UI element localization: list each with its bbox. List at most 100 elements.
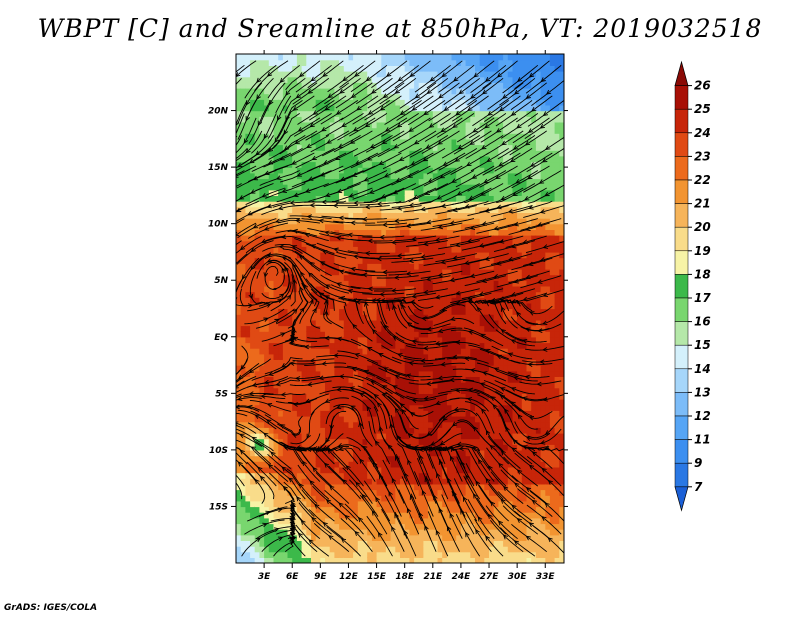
streamline bbox=[362, 344, 402, 364]
streamline bbox=[255, 523, 295, 540]
streamline-arrow bbox=[221, 422, 225, 426]
streamline bbox=[262, 246, 303, 254]
streamline bbox=[474, 518, 504, 557]
streamline-arrow bbox=[304, 232, 310, 238]
streamline bbox=[304, 251, 344, 272]
streamline-arrow bbox=[539, 123, 545, 129]
streamline bbox=[250, 200, 291, 215]
streamline-arrow bbox=[466, 397, 473, 402]
streamline-arrow bbox=[440, 127, 446, 133]
streamline-arrow bbox=[248, 293, 253, 300]
streamline-arrow bbox=[500, 328, 506, 334]
streamline-arrow bbox=[392, 336, 398, 341]
streamline bbox=[365, 130, 405, 153]
streamline-arrow bbox=[274, 527, 280, 532]
streamline bbox=[465, 135, 504, 159]
streamline bbox=[267, 95, 292, 139]
streamline-arrow bbox=[511, 447, 517, 453]
streamline-arrow bbox=[507, 256, 514, 262]
streamline bbox=[295, 148, 335, 169]
streamline bbox=[333, 404, 364, 430]
streamline-arrow bbox=[465, 531, 470, 538]
streamline-arrow bbox=[516, 77, 523, 83]
streamline bbox=[258, 217, 300, 229]
streamline bbox=[251, 113, 277, 154]
streamline-arrow bbox=[463, 356, 470, 361]
streamline-arrow bbox=[396, 122, 403, 128]
streamline bbox=[490, 520, 524, 553]
streamline-arrow bbox=[283, 129, 289, 136]
streamline-arrow bbox=[282, 485, 288, 491]
streamline-arrow bbox=[484, 208, 490, 213]
streamline-arrow bbox=[371, 88, 377, 94]
x-tick-label: 18E bbox=[395, 572, 415, 582]
streamline-arrow bbox=[466, 238, 473, 244]
streamline bbox=[523, 170, 562, 193]
streamline bbox=[432, 379, 475, 384]
footer-credit: GrADS: IGES/COLA bbox=[4, 603, 98, 613]
streamline bbox=[465, 511, 492, 552]
streamline bbox=[236, 439, 272, 465]
streamline-arrow bbox=[369, 143, 376, 149]
streamline bbox=[320, 183, 361, 199]
streamline-arrow bbox=[321, 199, 327, 205]
streamline-arrow bbox=[411, 236, 417, 242]
streamline-arrow bbox=[437, 375, 443, 381]
streamline-arrow bbox=[409, 411, 416, 417]
streamline bbox=[291, 170, 332, 188]
streamline-arrow bbox=[453, 76, 459, 82]
streamline-arrow bbox=[510, 292, 517, 297]
streamline-arrow bbox=[319, 261, 326, 266]
streamline-arrow bbox=[409, 72, 415, 78]
x-tick-label: 6E bbox=[286, 572, 299, 582]
streamline-arrow bbox=[449, 220, 455, 226]
streamline bbox=[502, 505, 539, 535]
streamline bbox=[236, 148, 248, 160]
streamline-arrow bbox=[306, 143, 312, 148]
streamline bbox=[337, 350, 379, 364]
streamline-arrow bbox=[435, 400, 441, 406]
streamline bbox=[480, 117, 518, 143]
streamline bbox=[496, 275, 538, 288]
streamline-arrow bbox=[266, 419, 272, 424]
streamline bbox=[499, 77, 536, 106]
streamline-arrow bbox=[249, 158, 255, 164]
streamline bbox=[363, 480, 391, 522]
streamline-arrow bbox=[325, 499, 332, 505]
streamline bbox=[367, 359, 408, 377]
streamline-arrow bbox=[294, 139, 300, 145]
chart-title: WBPT [C] and Sreamline at 850hPa, VT: 20… bbox=[37, 14, 763, 43]
streamline-arrow bbox=[503, 485, 509, 491]
colorbar-label: 26 bbox=[694, 79, 711, 93]
streamline-arrow bbox=[281, 256, 288, 261]
streamline-arrow bbox=[367, 238, 373, 244]
streamline bbox=[288, 393, 329, 405]
streamline-arrow bbox=[294, 218, 301, 223]
streamline-arrow bbox=[542, 111, 549, 117]
streamline bbox=[236, 60, 257, 78]
streamline-arrow bbox=[342, 479, 348, 485]
streamline bbox=[475, 412, 504, 452]
streamline-arrow bbox=[456, 191, 463, 196]
streamline bbox=[259, 82, 286, 124]
streamline bbox=[522, 358, 564, 363]
streamline-arrow bbox=[292, 402, 299, 407]
streamline bbox=[464, 401, 495, 434]
streamline-arrow bbox=[297, 127, 304, 132]
streamline bbox=[529, 490, 564, 522]
streamline bbox=[298, 502, 332, 535]
streamline bbox=[525, 310, 564, 326]
streamline-arrow bbox=[377, 353, 384, 358]
streamline-arrow bbox=[226, 214, 230, 218]
streamline bbox=[525, 289, 564, 302]
streamline-arrow bbox=[350, 266, 356, 272]
streamline-arrow bbox=[292, 106, 298, 111]
streamline bbox=[394, 512, 417, 557]
streamline bbox=[376, 183, 417, 201]
streamline bbox=[508, 270, 550, 284]
streamline bbox=[495, 100, 533, 127]
streamline bbox=[482, 152, 521, 176]
streamline-arrow bbox=[447, 477, 452, 483]
streamline bbox=[309, 293, 321, 329]
streamline bbox=[275, 229, 318, 237]
